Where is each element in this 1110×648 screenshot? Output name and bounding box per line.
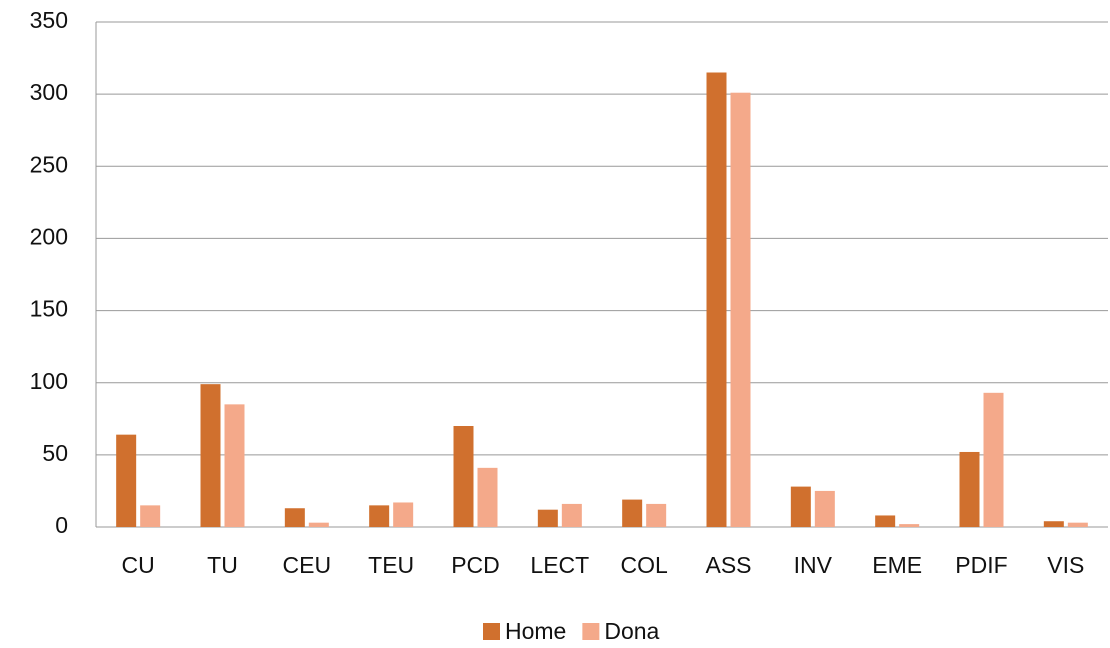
y-tick-label: 350: [30, 7, 68, 33]
bar: [453, 426, 474, 527]
bar: [1067, 522, 1088, 527]
bar: [284, 508, 305, 527]
y-tick-label: 200: [30, 224, 68, 250]
x-tick-label: EME: [872, 552, 922, 578]
x-tick-label: TU: [207, 552, 238, 578]
bar: [393, 502, 414, 527]
y-tick-label: 250: [30, 151, 68, 177]
bar: [622, 499, 643, 527]
legend-swatch: [582, 623, 600, 640]
bar: [116, 434, 137, 527]
x-tick-label: INV: [794, 552, 833, 578]
x-tick-label: VIS: [1047, 552, 1084, 578]
bar: [875, 515, 896, 527]
bar: [561, 503, 582, 527]
bar: [140, 505, 161, 527]
bar: [646, 503, 667, 527]
x-tick-label: LECT: [530, 552, 589, 578]
x-tick-label: CEU: [283, 552, 332, 578]
x-tick-label: TEU: [368, 552, 414, 578]
bar: [1043, 521, 1064, 527]
bar: [477, 467, 498, 527]
bar: [224, 404, 245, 527]
legend-label: Home: [505, 618, 566, 644]
bar: [814, 490, 835, 527]
y-tick-label: 150: [30, 296, 68, 322]
bar: [959, 451, 980, 527]
legend-swatch: [483, 623, 500, 640]
legend-label: Dona: [604, 618, 659, 644]
bar: [730, 92, 751, 527]
bar: [983, 392, 1004, 527]
y-tick-label: 50: [42, 440, 68, 466]
bar: [369, 505, 390, 527]
bar: [200, 384, 221, 527]
x-tick-label: CU: [122, 552, 155, 578]
y-tick-label: 100: [30, 368, 68, 394]
x-tick-label: COL: [621, 552, 669, 578]
x-tick-label: PCD: [451, 552, 500, 578]
bar: [899, 524, 920, 527]
bar: [308, 522, 329, 527]
y-tick-label: 300: [30, 79, 68, 105]
x-tick-label: ASS: [705, 552, 751, 578]
x-tick-label: PDIF: [955, 552, 1007, 578]
bar: [537, 509, 558, 527]
bar: [790, 486, 811, 527]
bar: [706, 72, 727, 527]
y-tick-label: 0: [55, 512, 68, 538]
